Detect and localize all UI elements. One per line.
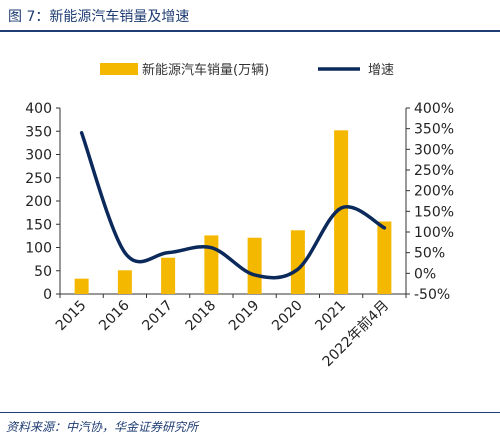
bar [290,230,305,294]
right-axis-tick-label: 100% [414,225,454,241]
right-axis-tick-label: 400% [414,101,454,117]
left-axis-tick-label: 150 [25,217,52,233]
left-axis-tick-label: 250 [25,171,52,187]
x-axis-tick-label: 2017 [139,298,176,335]
figure-title: 图 7：新能源汽车销量及增速 [8,9,190,25]
x-axis-tick-label: 2019 [226,298,263,335]
bar [204,235,219,294]
right-axis-tick-label: 200% [414,184,454,200]
left-axis-tick-label: 200 [25,194,52,210]
right-axis-tick-label: 50% [414,246,445,262]
bar [161,257,176,294]
legend-bar-label: 新能源汽车销量(万辆) [142,62,269,78]
x-axis-tick-label: 2016 [96,297,133,334]
right-axis-tick-label: 350% [414,122,454,138]
x-axis-tick-label: 2015 [53,298,90,335]
source-divider [0,412,500,413]
bar [377,221,392,294]
right-axis-tick-label: 150% [414,204,454,220]
right-axis-tick-label: -50% [414,287,450,303]
growth-line [79,131,387,280]
bar [74,278,89,294]
bar [117,270,132,294]
right-axis-tick-label: 300% [414,142,454,158]
line-series [79,131,387,280]
right-axis-tick-label: 0% [414,266,436,282]
right-axis-tick-label: 250% [414,163,454,179]
chart-legend: 新能源汽车销量(万辆) 增速 [100,62,394,78]
title-divider [0,30,500,32]
source-note: 资料来源：中汽协，华金证券研究所 [6,420,199,434]
bar-series [74,130,392,294]
x-axis-tick-label: 2018 [183,298,220,335]
left-axis-tick-label: 0 [43,287,52,303]
left-axis-tick-label: 50 [34,264,52,280]
left-axis-tick-label: 350 [25,124,52,140]
x-axis-tick-label: 2021 [312,298,349,335]
left-axis-tick-label: 100 [25,241,52,257]
bar [247,237,262,294]
bar [334,130,349,294]
left-axis-tick-label: 300 [25,148,52,164]
chart: 新能源汽车销量(万辆) 增速 0 50 100 150 200 250 300 350 400 -… [25,62,454,370]
legend-line-label: 增速 [368,63,394,78]
legend-bar-swatch [100,63,138,75]
left-axis-tick-label: 400 [25,101,52,117]
x-axis-tick-label: 2020 [269,298,306,335]
